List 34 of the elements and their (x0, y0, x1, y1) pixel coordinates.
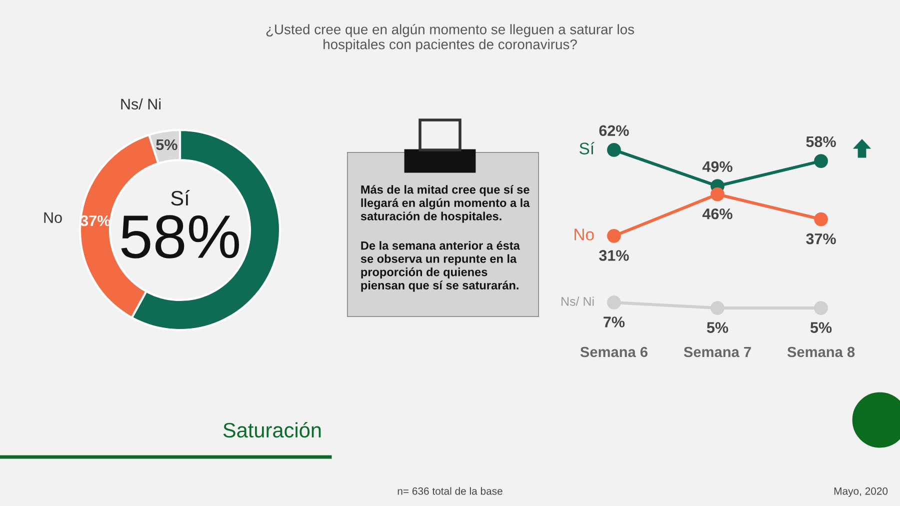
data-label: 5% (156, 139, 178, 150)
x-tick-label: Semana 7 (684, 346, 751, 358)
data-label: 62% (599, 125, 629, 136)
slice-label: Sí (171, 190, 190, 206)
data-label: 49% (702, 161, 732, 172)
slice-label: Ns/ Ni (121, 98, 161, 110)
x-tick-label: Semana 8 (787, 346, 855, 358)
data-label: 5% (810, 322, 832, 333)
data-label: 5% (706, 322, 728, 333)
point (814, 212, 828, 226)
data-label: 31% (599, 250, 629, 261)
point (710, 301, 724, 315)
point (814, 301, 828, 315)
series-label: Ns/ Ni (562, 296, 594, 306)
point (607, 143, 621, 157)
x-tick-label: Semana 6 (580, 346, 648, 358)
data-label: 7% (604, 316, 625, 328)
text: n= 636 total de la base (398, 487, 502, 495)
slice-label: No (44, 212, 62, 223)
data-label: 37% (806, 233, 836, 244)
text: Mayo, 2020 (834, 487, 888, 497)
point (814, 154, 828, 168)
text: Saturación (223, 422, 321, 438)
series-label: Sí (580, 142, 594, 154)
text: De la semana anterior a ésta se observa un repunte en la proporción de quienes piensan que sí se saturarán. (360, 240, 520, 292)
text: Más de la mitad cree que sí se llegará en algún momento a la saturación de hospitales. (360, 185, 530, 223)
point (710, 187, 724, 202)
series-label: No (574, 228, 594, 240)
data-label: 46% (702, 208, 732, 220)
point (607, 228, 621, 243)
data-label: 58% (121, 215, 239, 258)
point (607, 296, 621, 310)
data-label: 58% (806, 136, 836, 148)
text: ¿Usted cree que en algún momento se lleguen a saturar los hospitales con pacientes de coronavirus? (266, 24, 634, 52)
